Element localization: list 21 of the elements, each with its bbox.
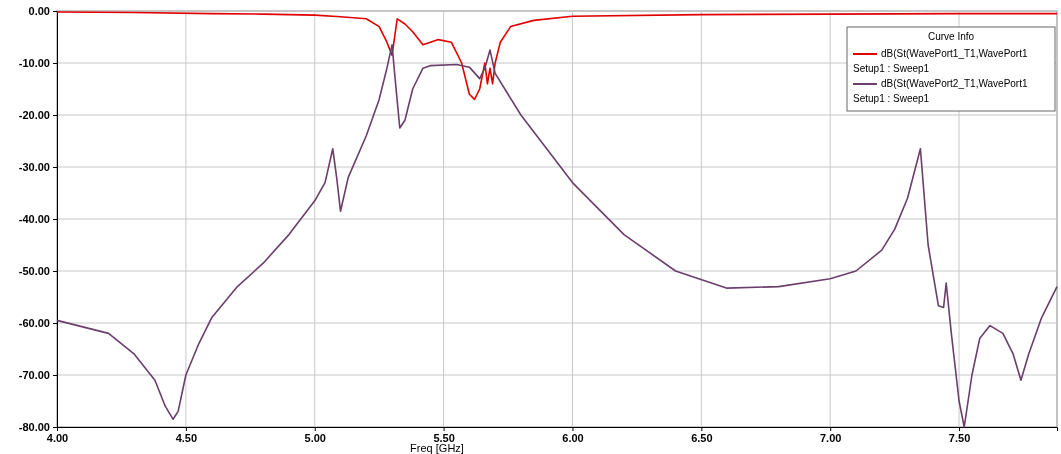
y-tick-label: -70.00 [18, 369, 50, 382]
y-tick-label: -40.00 [18, 213, 50, 226]
y-tick-label: -80.00 [18, 421, 50, 434]
y-tick-label: -60.00 [18, 317, 50, 330]
x-tick-label: 6.00 [562, 431, 584, 444]
y-tick-label: -10.00 [18, 57, 50, 70]
line-series [56, 44, 1058, 428]
y-tick-label: -50.00 [18, 265, 50, 278]
x-tick-label: 7.00 [819, 431, 842, 444]
x-axis-title: Freq [GHz] [410, 442, 464, 454]
y-tick-label: 0.00 [28, 5, 50, 18]
y-tick-label: -30.00 [18, 161, 50, 174]
legend-title: Curve Info [927, 31, 975, 42]
x-tick-label: 7.50 [948, 431, 971, 444]
x-tick-label: 5.50 [433, 431, 455, 444]
y-tick-label: -20.00 [18, 109, 50, 122]
legend-label: dB(St(WavePort2_T1,WavePort1 Setup1 : Sweep1 [853, 78, 1028, 104]
x-tick-label: 6.50 [691, 431, 713, 444]
x-tick-label: 4.50 [175, 431, 198, 444]
x-tick-label: 4.00 [46, 431, 69, 444]
x-tick-label: 5.00 [304, 431, 326, 444]
